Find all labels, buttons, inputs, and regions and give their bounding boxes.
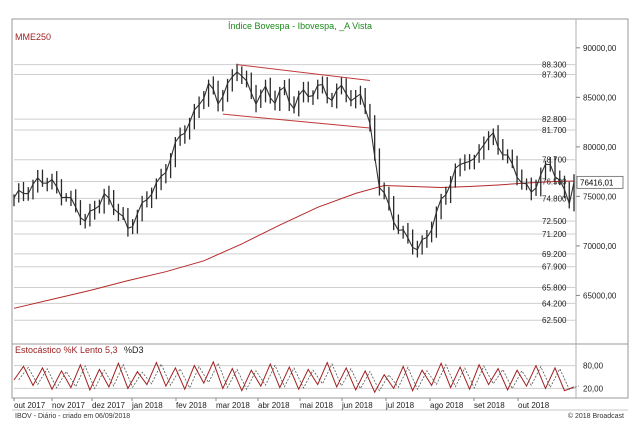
ema-line xyxy=(13,180,575,309)
price-gridlines: 88.30087.30082.80081.70078.70076.50074.8… xyxy=(14,61,576,325)
stochastic-line xyxy=(13,360,579,394)
gridline-label-9: 69.200 xyxy=(542,250,567,259)
last-value-text: 76416,01 xyxy=(580,178,614,187)
channel-lines xyxy=(222,64,370,129)
time-x-axis: out 2017 nov 2017 dez 2017 jan 2018 fev 2018… xyxy=(13,398,550,410)
gridline-label-6: 74.800 xyxy=(542,194,567,203)
x-tick-label-8: jun 2018 xyxy=(341,401,373,410)
x-tick-label-4: fev 2018 xyxy=(176,401,207,410)
stochastic-panel-border xyxy=(11,343,629,399)
y-tick-label-5: 65000,00 xyxy=(583,291,617,300)
stoch-tick-label-0: 80,00 xyxy=(583,362,604,371)
stochastic-gridlines: 80,00 20,00 xyxy=(14,362,604,393)
stoch-d-path xyxy=(18,362,579,392)
gridline-label-3: 81.700 xyxy=(542,126,567,135)
y-tick-label-2: 80000,00 xyxy=(583,143,617,152)
x-tick-label-6: abr 2018 xyxy=(258,401,290,410)
ema-path xyxy=(13,180,575,309)
x-tick-label-1: nov 2017 xyxy=(52,401,85,410)
last-value-badge: 76416,01 xyxy=(576,175,624,189)
x-tick-label-3: jan 2018 xyxy=(131,401,163,410)
last-value-box xyxy=(576,175,624,189)
stochastic-title: Estocástico %K Lento 5,3 xyxy=(15,345,118,355)
gridline-label-0: 88.300 xyxy=(542,61,567,70)
y-tick-label-3: 75000,00 xyxy=(583,192,617,201)
x-tick-label-11: set 2018 xyxy=(474,401,505,410)
y-tick-label-4: 70000,00 xyxy=(583,242,617,251)
y-tick-label-0: 90000,00 xyxy=(583,44,617,53)
stochastic-d-label: %D3 xyxy=(124,345,144,355)
x-tick-label-5: mar 2018 xyxy=(216,401,250,410)
x-tick-label-7: mai 2018 xyxy=(300,401,333,410)
x-tick-label-9: jul 2018 xyxy=(385,401,415,410)
footer-right: © 2018 Broadcast xyxy=(568,412,624,420)
y-tick-label-1: 85000,00 xyxy=(583,93,617,102)
indicator-label: MME250 xyxy=(15,32,51,42)
gridline-label-2: 82.800 xyxy=(542,115,567,124)
gridline-label-1: 87.300 xyxy=(542,71,567,80)
gridline-label-10: 67.900 xyxy=(542,263,567,272)
channel-line-1 xyxy=(222,113,370,129)
gridline-label-12: 64.200 xyxy=(542,299,567,308)
chart-title: Índice Bovespa - Ibovespa, _A Vista xyxy=(228,21,372,31)
stoch-k-path xyxy=(13,360,575,394)
stoch-tick-label-1: 20,00 xyxy=(583,384,604,393)
channel-line-0 xyxy=(236,64,370,81)
x-tick-label-10: ago 2018 xyxy=(430,401,464,410)
price-y-axis: 90000,00 85000,00 80000,00 75000,00 70000,00… xyxy=(576,44,617,300)
footer-left: IBOV - Diário - criado em 06/09/2018 xyxy=(15,413,130,420)
gridline-label-8: 71.200 xyxy=(542,230,567,239)
x-tick-label-2: dez 2017 xyxy=(92,401,125,410)
price-bars xyxy=(13,63,575,258)
gridline-label-7: 72.500 xyxy=(542,217,567,226)
x-tick-label-12: out 2018 xyxy=(518,401,550,410)
gridline-label-11: 65.800 xyxy=(542,284,567,293)
gridline-label-13: 62.500 xyxy=(542,316,567,325)
x-tick-label-0: out 2017 xyxy=(14,401,46,410)
